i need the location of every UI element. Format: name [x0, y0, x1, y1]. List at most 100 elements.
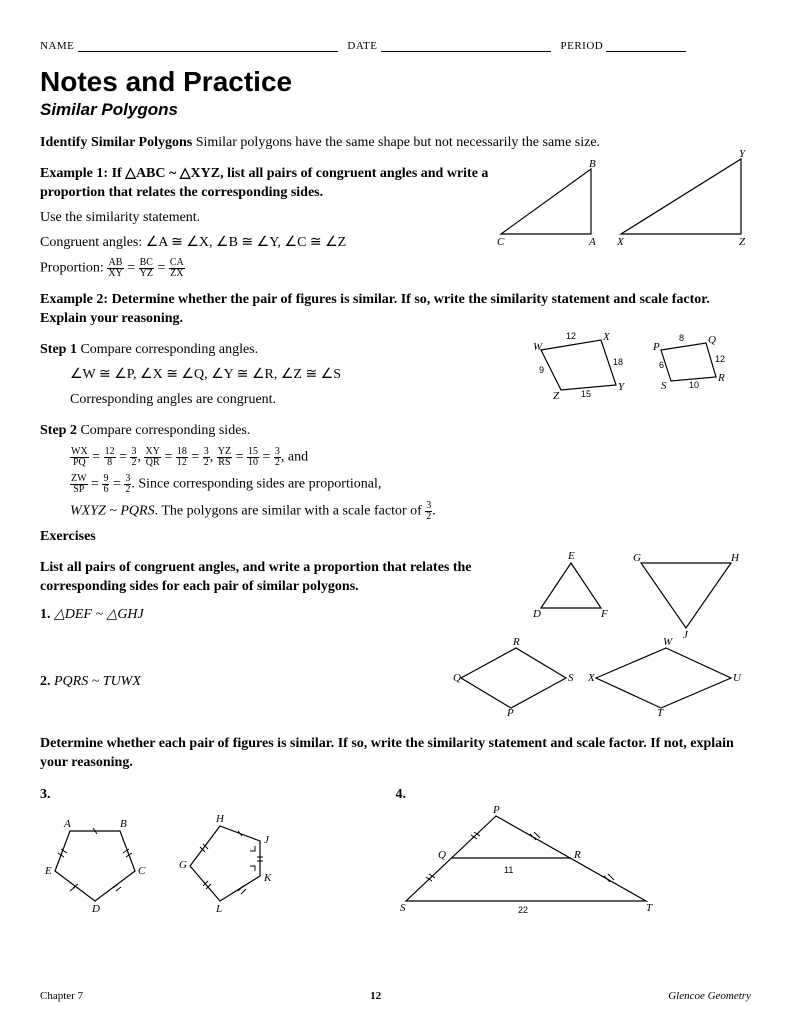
page-title: Notes and Practice [40, 66, 751, 98]
svg-text:18: 18 [613, 357, 623, 367]
svg-text:S: S [400, 902, 406, 914]
svg-text:11: 11 [504, 865, 513, 875]
footer-center: 12 [370, 990, 381, 1002]
problem-3-figure: A B C D E H J K L G [40, 811, 300, 921]
ex1-line2: Congruent angles: ∠A ≅ ∠X, ∠B ≅ ∠Y, ∠C ≅… [40, 234, 491, 253]
example-2-body: Step 1 Compare corresponding angles. ∠W … [40, 335, 751, 416]
svg-text:15: 15 [581, 389, 591, 399]
problem-1-figure: D E F G H J [501, 553, 751, 643]
example-2-prompt: Example 2: Determine whether the pair of… [40, 291, 751, 329]
svg-text:22: 22 [518, 905, 528, 915]
svg-text:F: F [600, 608, 608, 620]
prompt-2: Determine whether each pair of figures i… [40, 736, 734, 770]
page-footer: Chapter 7 12 Glencoe Geometry [40, 990, 751, 1002]
ex2-label: Example 2: [40, 292, 108, 307]
step2-text: Compare corresponding sides. [80, 423, 250, 438]
svg-text:L: L [215, 903, 222, 915]
step1-angles: ∠W ≅ ∠P, ∠X ≅ ∠Q, ∠Y ≅ ∠R, ∠Z ≅ ∠S [70, 366, 531, 385]
svg-text:D: D [532, 608, 541, 620]
svg-text:6: 6 [659, 360, 664, 370]
svg-text:Y: Y [618, 381, 626, 393]
svg-text:H: H [215, 813, 225, 825]
step1-label: Step 1 [40, 342, 80, 357]
ex2-figure: W X Y Z 12 18 15 9 P Q R S 8 12 10 6 [531, 335, 751, 410]
svg-text:Q: Q [438, 849, 446, 861]
svg-text:P: P [506, 707, 514, 719]
problem-2-text: PQRS ~ TUWX [51, 674, 141, 689]
intro-lead: Identify Similar Polygons [40, 135, 192, 150]
svg-text:10: 10 [689, 380, 699, 390]
ex1-line1: Use the similarity statement. [40, 209, 491, 228]
page-subtitle: Similar Polygons [40, 100, 751, 120]
ex1-proportion: Proportion: ABXY = BCYZ = CAZX [40, 258, 491, 279]
ex1-label: Example 1: [40, 166, 108, 181]
svg-text:P: P [652, 341, 660, 353]
exercises-intro: List all pairs of congruent angles, and … [40, 560, 472, 594]
problem-1-text: △DEF ~ △GHJ [51, 607, 144, 622]
svg-text:B: B [589, 158, 596, 170]
intro-text: Similar polygons have the same shape but… [192, 135, 600, 150]
period-label: PERIOD [561, 40, 604, 52]
svg-text:X: X [587, 672, 596, 684]
footer-left: Chapter 7 [40, 990, 83, 1002]
svg-text:P: P [492, 804, 500, 816]
svg-text:A: A [63, 818, 71, 830]
svg-text:D: D [91, 903, 100, 915]
intro-paragraph: Identify Similar Polygons Similar polygo… [40, 134, 751, 153]
svg-text:X: X [616, 236, 625, 248]
svg-text:E: E [44, 865, 52, 877]
worksheet-header: NAME DATE PERIOD [40, 40, 751, 52]
exercises-heading: Exercises [40, 528, 751, 547]
svg-text:B: B [120, 818, 127, 830]
step2-label: Step 2 [40, 423, 80, 438]
svg-text:12: 12 [715, 354, 725, 364]
svg-text:8: 8 [679, 333, 684, 343]
example-1: Example 1: If △ABC ~ △XYZ, list all pair… [40, 159, 751, 286]
ex2-prompt: Determine whether the pair of figures is… [40, 292, 710, 326]
svg-text:W: W [533, 341, 543, 353]
svg-text:12: 12 [566, 331, 576, 341]
problem-2-num: 2. [40, 674, 51, 689]
problem-3-num: 3. [40, 787, 51, 802]
svg-text:T: T [646, 902, 653, 914]
svg-text:Q: Q [453, 672, 461, 684]
svg-text:R: R [717, 372, 725, 384]
problem-2-figure: Q R S P X W U T [451, 643, 751, 723]
svg-text:A: A [588, 236, 596, 248]
svg-text:S: S [661, 380, 667, 392]
problem-4-figure: P Q R S T 11 22 [396, 811, 676, 921]
svg-text:C: C [138, 865, 146, 877]
svg-text:G: G [179, 859, 187, 871]
problem-4-num: 4. [396, 787, 407, 802]
svg-text:R: R [573, 849, 581, 861]
step2-conclusion: WXYZ ~ PQRS. The polygons are similar wi… [70, 501, 751, 522]
svg-text:9: 9 [539, 365, 544, 375]
svg-text:Q: Q [708, 334, 716, 346]
exercises-intro-row: List all pairs of congruent angles, and … [40, 553, 751, 643]
svg-text:X: X [602, 331, 611, 343]
problems-3-4: 3. A B C D E H J K L G [40, 780, 751, 926]
svg-text:W: W [663, 636, 673, 648]
svg-text:Z: Z [553, 390, 560, 402]
svg-text:C: C [497, 236, 505, 248]
svg-text:R: R [512, 636, 520, 648]
svg-text:Z: Z [739, 236, 746, 248]
ex1-prompt: If △ABC ~ △XYZ, list all pairs of congru… [40, 166, 488, 200]
svg-text:K: K [263, 872, 272, 884]
step1-text: Compare corresponding angles. [80, 342, 258, 357]
ex1-figure: C A B X Z Y [491, 159, 751, 254]
problem-1-num: 1. [40, 607, 51, 622]
problem-2-row: 2. PQRS ~ TUWX Q R S P X W U T [40, 643, 751, 723]
svg-text:E: E [567, 550, 575, 562]
date-label: DATE [347, 40, 377, 52]
svg-text:S: S [568, 672, 574, 684]
step1-note: Corresponding angles are congruent. [70, 391, 531, 410]
name-label: NAME [40, 40, 74, 52]
step2-ratios2: ZWSP = 96 = 32. Since corresponding side… [70, 474, 751, 495]
svg-text:H: H [730, 552, 740, 564]
svg-text:T: T [657, 707, 664, 719]
footer-right: Glencoe Geometry [668, 990, 751, 1002]
step2-ratios: WXPQ = 128 = 32, XYQR = 1812 = 32, YZRS … [70, 447, 751, 468]
svg-text:J: J [683, 629, 689, 641]
svg-text:U: U [733, 672, 742, 684]
